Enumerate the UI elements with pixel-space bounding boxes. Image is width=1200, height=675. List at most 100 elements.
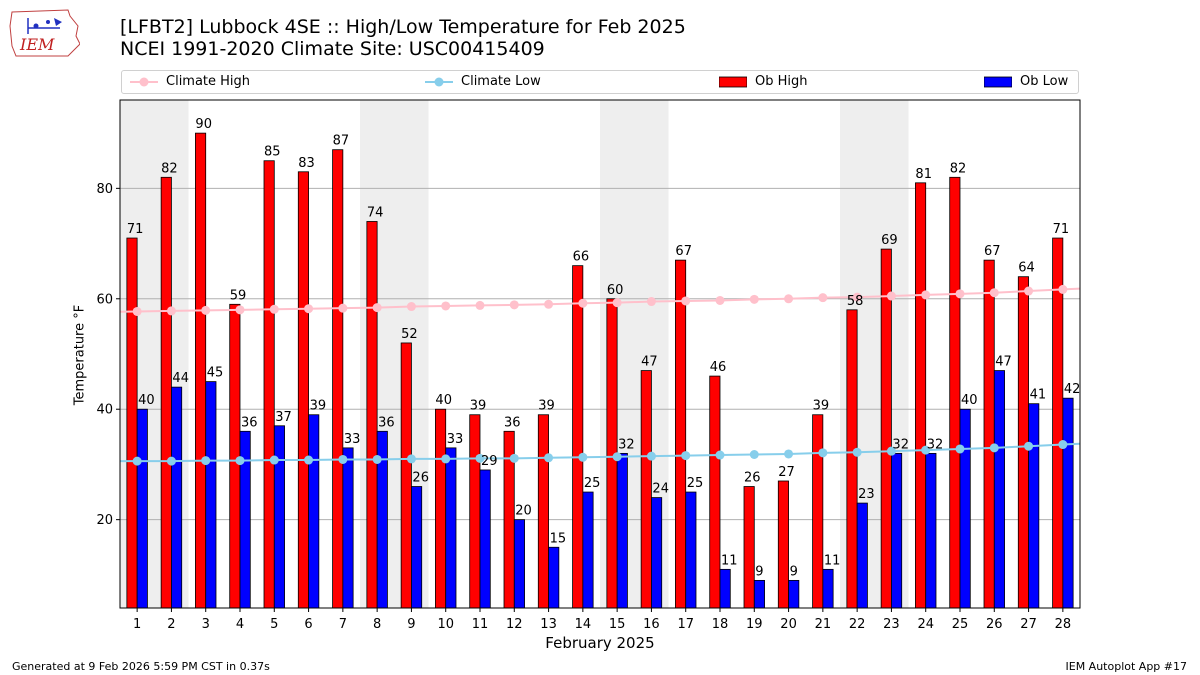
climate-high-point-26 bbox=[989, 288, 999, 298]
climate-low-point-9 bbox=[406, 454, 416, 464]
ob-low-label-17: 25 bbox=[687, 476, 704, 491]
climate-high-point-27 bbox=[1024, 286, 1034, 296]
ob-low-swatch bbox=[984, 76, 1012, 87]
ob-high-bar-23 bbox=[880, 248, 892, 609]
climate-high-point-18 bbox=[715, 295, 725, 305]
ob-high-label-14: 66 bbox=[573, 250, 590, 265]
x-tick-label-16: 16 bbox=[643, 617, 660, 632]
ob-high-label-4: 59 bbox=[230, 288, 247, 303]
climate-low-point-3 bbox=[201, 456, 211, 466]
climate-low-point-19 bbox=[749, 449, 759, 459]
ob-high-bar-11 bbox=[469, 414, 481, 609]
ob-high-label-15: 60 bbox=[607, 283, 624, 298]
ob-high-bar-2 bbox=[160, 176, 172, 609]
ob-low-label-10: 33 bbox=[447, 432, 464, 447]
ob-low-label-16: 24 bbox=[652, 482, 669, 497]
climate-high-point-2 bbox=[166, 306, 176, 316]
legend-item-ob-low: Ob Low bbox=[984, 74, 1068, 89]
x-tick-label-24: 24 bbox=[917, 617, 934, 632]
x-tick-label-2: 2 bbox=[167, 617, 175, 632]
x-tick-label-17: 17 bbox=[677, 617, 694, 632]
ob-low-label-9: 26 bbox=[412, 471, 429, 486]
ob-low-label-18: 11 bbox=[721, 553, 738, 568]
ob-low-bar-21 bbox=[822, 568, 834, 609]
ob-low-bar-2 bbox=[171, 386, 183, 609]
ob-high-label-26: 67 bbox=[984, 244, 1001, 259]
x-tick-label-7: 7 bbox=[339, 617, 347, 632]
climate-low-point-11 bbox=[475, 453, 485, 463]
climate-low-point-21 bbox=[818, 448, 828, 458]
climate-low-point-2 bbox=[166, 456, 176, 466]
ob-low-label-26: 47 bbox=[995, 355, 1012, 370]
ob-high-bar-7 bbox=[332, 149, 344, 609]
climate-low-point-22 bbox=[852, 447, 862, 457]
ob-low-bar-16 bbox=[651, 497, 663, 609]
climate-high-point-8 bbox=[372, 303, 382, 313]
ob-high-bar-19 bbox=[743, 486, 755, 609]
ob-low-bar-5 bbox=[273, 425, 285, 609]
ob-high-label-3: 90 bbox=[195, 117, 212, 132]
climate-high-point-23 bbox=[886, 291, 896, 301]
climate-low-swatch bbox=[425, 77, 453, 86]
ob-high-bar-10 bbox=[435, 408, 447, 609]
ob-low-label-20: 9 bbox=[790, 564, 798, 579]
ob-high-label-9: 52 bbox=[401, 327, 418, 342]
climate-low-point-12 bbox=[509, 453, 519, 463]
ob-low-label-2: 44 bbox=[172, 371, 189, 386]
ob-low-label-12: 20 bbox=[515, 504, 532, 519]
ob-high-bar-5 bbox=[263, 160, 275, 609]
x-axis: 1 2 3 4 5 6 7 8 9 10 11 12 13 14 15 16 17 18 19 20 21 22 23 24 2… bbox=[133, 608, 1071, 632]
x-tick-label-25: 25 bbox=[952, 617, 969, 632]
ob-high-label-6: 83 bbox=[298, 156, 315, 171]
ob-low-bar-25 bbox=[959, 408, 971, 609]
legend-label-ob-high: Ob High bbox=[755, 74, 808, 89]
ob-high-label-23: 69 bbox=[881, 233, 898, 248]
climate-low-point-17 bbox=[681, 451, 691, 461]
climate-high-point-14 bbox=[578, 298, 588, 308]
ob-high-label-27: 64 bbox=[1018, 261, 1035, 276]
ob-low-label-27: 41 bbox=[1030, 388, 1047, 403]
y-axis: 20 40 60 80 bbox=[96, 182, 120, 528]
ob-high-bar-16 bbox=[640, 370, 652, 609]
climate-high-point-22 bbox=[852, 292, 862, 302]
ob-high-bar-6 bbox=[297, 171, 309, 609]
chart-title: [LFBT2] Lubbock 4SE :: High/Low Temperat… bbox=[120, 16, 686, 60]
climate-high-swatch bbox=[130, 77, 158, 86]
x-tick-label-9: 9 bbox=[407, 617, 415, 632]
ob-high-label-17: 67 bbox=[675, 244, 692, 259]
ob-low-bar-17 bbox=[685, 491, 697, 609]
generated-footer: Generated at 9 Feb 2026 5:59 PM CST in 0… bbox=[12, 660, 270, 673]
climate-low-point-20 bbox=[784, 449, 794, 459]
bars bbox=[126, 132, 1074, 609]
plot-frame bbox=[119, 99, 1081, 609]
app-footer: IEM Autoplot App #17 bbox=[1065, 660, 1188, 673]
ob-low-label-5: 37 bbox=[275, 410, 292, 425]
climate-low-point-5 bbox=[269, 455, 279, 465]
ob-low-label-7: 33 bbox=[344, 432, 361, 447]
ob-low-label-22: 23 bbox=[858, 487, 875, 502]
ob-low-bar-15 bbox=[616, 452, 628, 609]
climate-low-point-24 bbox=[921, 445, 931, 455]
x-tick-label-14: 14 bbox=[575, 617, 592, 632]
ob-low-label-13: 15 bbox=[550, 531, 567, 546]
legend: Climate High Climate Low Ob High Ob Low bbox=[121, 70, 1079, 94]
ob-low-bar-3 bbox=[205, 381, 217, 609]
ob-low-bar-28 bbox=[1062, 397, 1074, 609]
climate-low-point-28 bbox=[1058, 440, 1068, 450]
ob-low-bar-11 bbox=[479, 469, 491, 609]
ob-low-label-14: 25 bbox=[584, 476, 601, 491]
x-tick-label-20: 20 bbox=[780, 617, 797, 632]
ob-low-bar-22 bbox=[856, 502, 868, 609]
ob-low-label-15: 32 bbox=[618, 437, 635, 452]
climate-high-point-3 bbox=[201, 305, 211, 315]
ob-high-label-18: 46 bbox=[710, 360, 727, 375]
climate-low-point-27 bbox=[1024, 441, 1034, 451]
y-axis-label: Temperature °F bbox=[72, 304, 88, 406]
x-tick-label-27: 27 bbox=[1020, 617, 1037, 632]
climate-high-point-5 bbox=[269, 304, 279, 314]
climate-high-point-25 bbox=[955, 289, 965, 299]
x-tick-label-3: 3 bbox=[202, 617, 210, 632]
ob-high-label-2: 82 bbox=[161, 161, 178, 176]
ob-high-label-20: 27 bbox=[778, 465, 795, 480]
